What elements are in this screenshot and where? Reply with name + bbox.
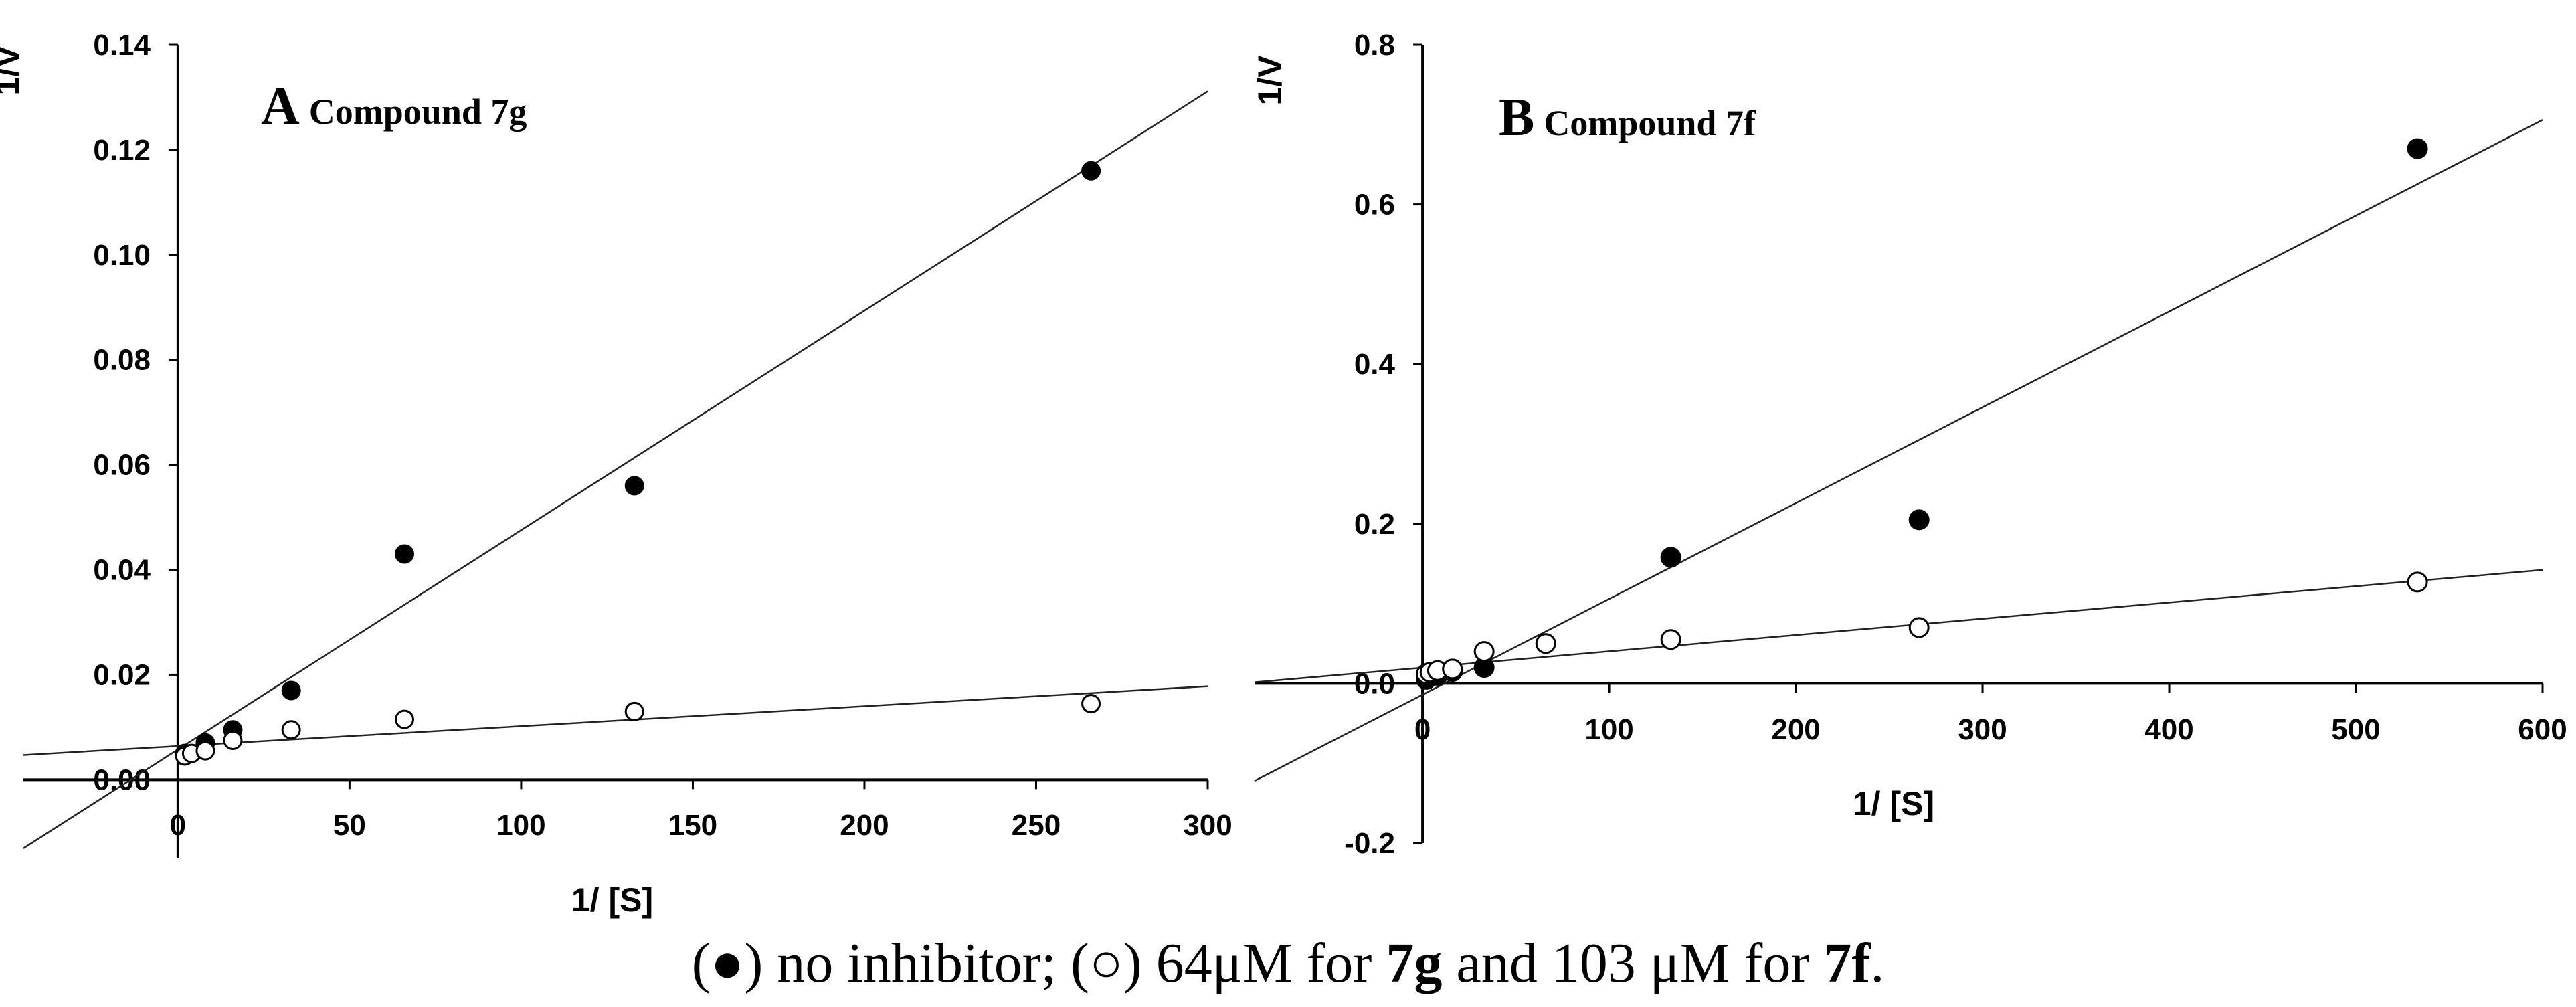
panel-b-chart: -0.20.00.20.40.60.80 100 200 300 400 500 6001/… xyxy=(1251,29,2567,860)
panel-b-point-no-inhibitor xyxy=(1660,547,1681,568)
panel-b-title-letter: B xyxy=(1499,88,1534,147)
panel-b-point-inhibitor xyxy=(1442,658,1463,680)
panel-a-xtick-label: 200 xyxy=(840,809,889,842)
caption-part2: ) 64μM for xyxy=(1123,932,1386,994)
panel-a-ytick-label: 0.10 xyxy=(93,239,151,272)
panel-b-xtick-label: 500 xyxy=(2331,713,2380,746)
panel-a-fit-line-open xyxy=(23,685,1208,756)
panel-a-xtick-label: 150 xyxy=(668,809,717,842)
caption-part4: . xyxy=(1870,932,1885,994)
caption-filled-marker: ● xyxy=(710,932,745,994)
panel-b-ytick-label: 0.8 xyxy=(1354,29,1395,62)
panel-b-title: B Compound 7f xyxy=(1499,88,1756,147)
panel-b-point-no-inhibitor xyxy=(1908,509,1930,531)
panel-b-ytick-label: 0.2 xyxy=(1354,508,1395,541)
panel-b-fit-line-filled xyxy=(1254,119,2543,782)
panel-a-title: A Compound 7g xyxy=(261,77,527,136)
panel-a-fit-line-filled xyxy=(23,90,1208,849)
panel-b-point-inhibitor xyxy=(2407,571,2428,593)
panel-a-xtick-label: 250 xyxy=(1012,809,1061,842)
panel-b-title-text: Compound 7f xyxy=(1544,103,1756,143)
panel-a-point-inhibitor xyxy=(223,730,243,750)
panel-a-ytick-label: 0.00 xyxy=(93,763,151,796)
caption-part3: and 103 μM for xyxy=(1442,932,1824,994)
figure: 0.00 0.02 0.04 0.06 0.08 0.10 0.12 0.14 0 50 100 15… xyxy=(0,29,2567,919)
panel-b-ytick-label: -0.2 xyxy=(1344,827,1395,860)
panel-a-xtick-label: 300 xyxy=(1183,809,1232,842)
panel-a-ytick-label: 0.04 xyxy=(93,554,151,587)
panel-b-ytick-label: 0.4 xyxy=(1354,348,1396,381)
panel-b-point-no-inhibitor xyxy=(2407,138,2428,159)
panel-a-point-no-inhibitor xyxy=(394,544,414,564)
panel-b-fit-line-open xyxy=(1254,569,2543,683)
panel-b-y-axis-label: 1/V xyxy=(1251,55,1289,106)
panel-a-ytick-label: 0.12 xyxy=(93,134,151,167)
caption-compound-a: 7g xyxy=(1386,932,1443,994)
panel-a-ytick-label: 0.08 xyxy=(93,344,151,377)
panel-a-y-axis-label: 1/V xyxy=(0,45,26,96)
panel-a-x-axis-label: 1/ [S] xyxy=(571,881,653,919)
panel-b-point-inhibitor xyxy=(1908,617,1930,638)
panel-a-title-letter: A xyxy=(261,77,300,136)
panel-a-title-text: Compound 7g xyxy=(309,92,527,132)
panel-b-point-inhibitor xyxy=(1660,629,1681,650)
panel-a-point-inhibitor xyxy=(624,701,644,721)
panel-a-point-no-inhibitor xyxy=(281,680,301,701)
panel-a-point-inhibitor xyxy=(195,741,215,761)
panel-b-ytick-label: 0.6 xyxy=(1354,189,1395,221)
panel-b-x-axis-label: 1/ [S] xyxy=(1853,785,1934,822)
caption-compound-b: 7f xyxy=(1823,932,1871,994)
panel-b-xtick-label: 0 xyxy=(1414,713,1431,746)
panel-a-point-no-inhibitor xyxy=(624,476,644,496)
panel-a-ytick-label: 0.14 xyxy=(93,29,151,62)
panel-b-point-inhibitor xyxy=(1535,633,1556,654)
figure-caption: (●) no inhibitor; (○) 64μM for 7g and 10… xyxy=(691,932,1885,994)
panel-a-xtick-label: 100 xyxy=(496,809,545,842)
caption-open-marker: ○ xyxy=(1089,932,1123,994)
panel-a-ytick-label: 0.06 xyxy=(93,449,151,482)
panel-a-point-no-inhibitor xyxy=(1081,161,1101,181)
panel-a-point-inhibitor xyxy=(394,709,414,729)
panel-a-xtick-label: 0 xyxy=(170,809,186,842)
panel-a-point-inhibitor xyxy=(1081,694,1101,714)
panel-a-xtick-label: 50 xyxy=(333,809,366,842)
panel-b-xtick-label: 100 xyxy=(1584,713,1633,746)
panel-a-ytick-label: 0.02 xyxy=(93,658,151,691)
panel-a-chart: 0.00 0.02 0.04 0.06 0.08 0.10 0.12 0.14 0 50 100 15… xyxy=(0,29,1232,919)
caption-part1: ) no inhibitor; ( xyxy=(744,932,1089,994)
panel-b-xtick-label: 600 xyxy=(2518,713,2567,746)
panel-b-xtick-label: 200 xyxy=(1771,713,1820,746)
panel-b-xtick-label: 400 xyxy=(2144,713,2193,746)
panel-b-xtick-label: 300 xyxy=(1958,713,2007,746)
panel-b-point-inhibitor xyxy=(1473,641,1495,662)
panel-a-point-inhibitor xyxy=(281,720,301,740)
